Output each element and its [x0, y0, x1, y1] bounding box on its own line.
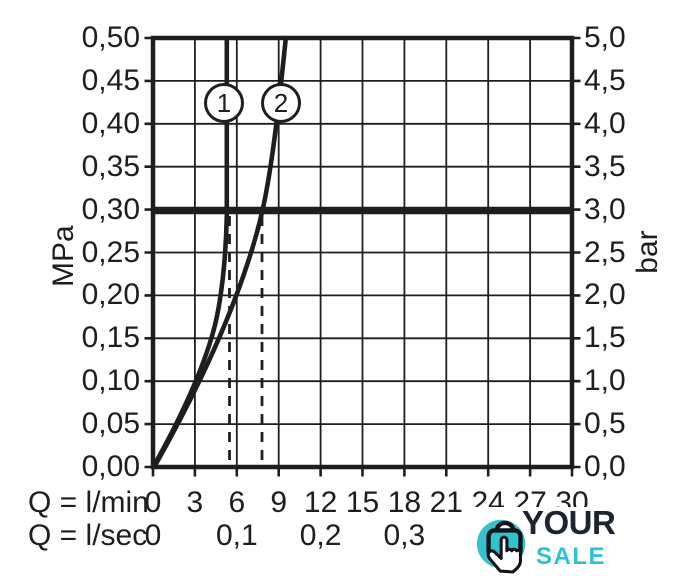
x-lmin-tick: 15 [345, 486, 380, 519]
x-lsec-tick: 0,3 [383, 519, 426, 552]
x-lsec-tick: 0 [144, 519, 162, 552]
x-axis-lmin-title: Q = l/min [28, 486, 149, 519]
curve-2-badge: 2 [261, 83, 301, 123]
x-lmin-tick: 12 [303, 486, 338, 519]
x-axis-lsec-title: Q = l/sec [28, 519, 148, 552]
y-left-tick: 0,25 [81, 236, 140, 269]
y-left-tick: 0,35 [81, 150, 140, 183]
plot-border [150, 35, 575, 470]
y-left-tick: 0,40 [81, 107, 140, 140]
y-axis-right-title: bar [631, 230, 664, 274]
curve-1-badge: 1 [204, 83, 244, 123]
x-lmin-tick: 3 [186, 486, 204, 519]
y-right-tick: 5,0 [584, 21, 626, 54]
y-left-tick: 0,20 [81, 278, 140, 311]
y-right-tick: 1,0 [584, 364, 626, 397]
axis-ticks [144, 36, 581, 477]
y-right-tick: 1,5 [584, 321, 626, 354]
shopping-bag-click-icon [476, 519, 526, 574]
y-right-tick: 0,0 [584, 450, 626, 483]
your-sale-logo: YOUR SALE [468, 504, 680, 576]
logo-word-sale: SALE [536, 543, 607, 570]
y-right-tick: 4,5 [584, 64, 626, 97]
y-right-tick: 2,5 [584, 236, 626, 269]
grid-lines [153, 38, 572, 467]
x-lmin-tick: 21 [429, 486, 463, 519]
y-left-tick: 0,05 [81, 407, 140, 440]
y-left-tick: 0,45 [81, 64, 140, 97]
logo-word-your: YOUR [522, 504, 616, 541]
x-lmin-tick: 18 [387, 486, 422, 519]
click-hand [486, 535, 523, 574]
x-lmin-tick: 9 [270, 486, 288, 519]
y-right-tick: 3,5 [584, 150, 626, 183]
x-lsec-tick: 0,2 [299, 519, 342, 552]
x-lsec-tick: 0,1 [215, 519, 258, 552]
y-left-tick: 0,00 [81, 450, 140, 483]
y-left-tick: 0,15 [81, 321, 140, 354]
y-left-tick: 0,30 [81, 193, 140, 226]
y-right-tick: 2,0 [584, 278, 626, 311]
curve-2 [152, 35, 289, 468]
y-right-tick: 0,5 [584, 407, 626, 440]
x-lmin-tick: 6 [228, 486, 246, 519]
y-right-tick: 3,0 [584, 193, 626, 226]
y-left-tick: 0,50 [81, 21, 140, 54]
y-right-tick: 4,0 [584, 107, 626, 140]
x-lmin-tick: 0 [144, 486, 162, 519]
y-left-tick: 0,10 [81, 364, 140, 397]
